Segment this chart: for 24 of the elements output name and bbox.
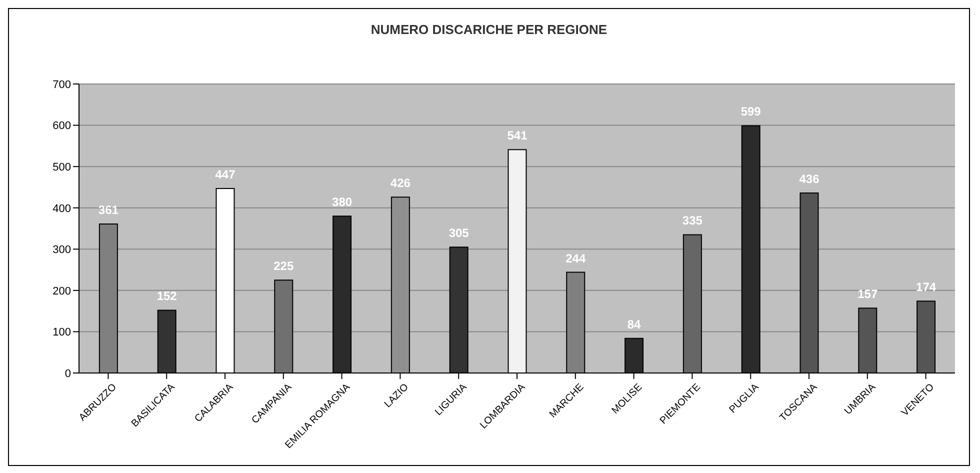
data-label: 436 — [799, 172, 820, 186]
y-tick-label: 0 — [64, 368, 71, 380]
data-label: 305 — [448, 226, 470, 240]
data-label: 335 — [682, 214, 703, 228]
data-label: 244 — [566, 251, 586, 266]
data-label: 152 — [156, 289, 178, 304]
data-label: 361 — [98, 202, 119, 217]
data-label: 447 — [215, 167, 236, 182]
data-label: 599 — [740, 104, 762, 119]
y-tick-label: 300 — [52, 244, 71, 256]
y-tick-label: 400 — [52, 202, 71, 215]
y-tick-label: 700 — [52, 78, 71, 91]
data-label: 225 — [274, 259, 294, 274]
chart-title: NUMERO DISCARICHE PER REGIONE — [370, 22, 608, 37]
data-label: 426 — [390, 176, 411, 190]
y-tick-label: 600 — [52, 120, 71, 132]
data-label: 84 — [627, 317, 642, 332]
data-label: 541 — [507, 128, 528, 143]
y-tick-label: 500 — [52, 161, 71, 174]
data-label: 157 — [858, 287, 878, 302]
data-label: 174 — [916, 280, 936, 294]
data-label: 380 — [332, 195, 352, 210]
y-tick-label: 100 — [52, 326, 71, 339]
y-tick-label: 200 — [52, 285, 71, 298]
